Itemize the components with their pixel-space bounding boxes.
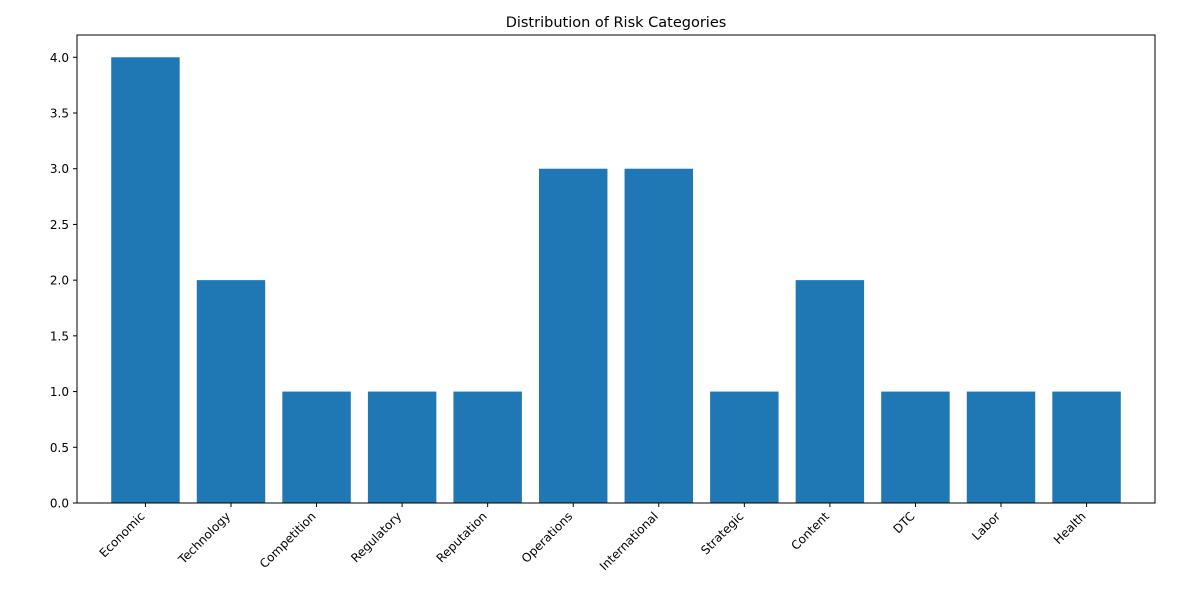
x-tick-label: Technology <box>175 509 233 567</box>
x-tick-label: International <box>597 509 661 573</box>
bar-international <box>624 168 693 503</box>
bar-health <box>1052 391 1121 503</box>
bar-labor <box>966 391 1036 503</box>
y-tick-label: 0.5 <box>50 441 69 455</box>
bar-economic <box>111 57 180 504</box>
bar-competition <box>282 391 351 503</box>
x-tick-label: Competition <box>257 509 319 571</box>
y-tick-label: 3.5 <box>50 107 69 121</box>
bar-operations <box>539 168 608 503</box>
y-tick-label: 1.0 <box>50 385 69 399</box>
y-tick-label: 4.0 <box>50 51 69 65</box>
bar-content <box>795 280 865 503</box>
chart-title: Distribution of Risk Categories <box>506 15 727 31</box>
x-tick-label: Content <box>788 509 832 553</box>
y-axis: 0.0 0.5 1.0 1.5 2.0 2.5 3.0 3.5 4.0 <box>50 51 77 511</box>
y-tick-label: 2.0 <box>50 274 69 288</box>
x-tick-label: Operations <box>519 509 576 566</box>
x-tick-label: Economic <box>97 509 148 560</box>
y-tick-label: 0.0 <box>50 497 69 511</box>
y-tick-label: 2.5 <box>50 218 69 232</box>
y-tick-label: 1.5 <box>50 329 69 343</box>
x-axis: Economic Technology Competition Regulatory R… <box>97 503 1089 573</box>
bar-technology <box>196 280 266 503</box>
bar-dtc <box>881 391 950 503</box>
bars <box>111 57 1121 504</box>
x-tick-label: Strategic <box>698 509 746 557</box>
bar-regulatory <box>367 391 437 503</box>
plot-frame <box>76 34 1156 504</box>
x-tick-label: Health <box>1051 509 1089 547</box>
bar-reputation <box>453 391 522 503</box>
x-tick-label: Regulatory <box>348 509 404 565</box>
y-tick-label: 3.0 <box>50 162 69 176</box>
bar-strategic <box>710 391 779 503</box>
x-tick-label: DTC <box>891 509 918 536</box>
x-tick-label: Labor <box>969 509 1003 543</box>
x-tick-label: Reputation <box>434 509 490 565</box>
